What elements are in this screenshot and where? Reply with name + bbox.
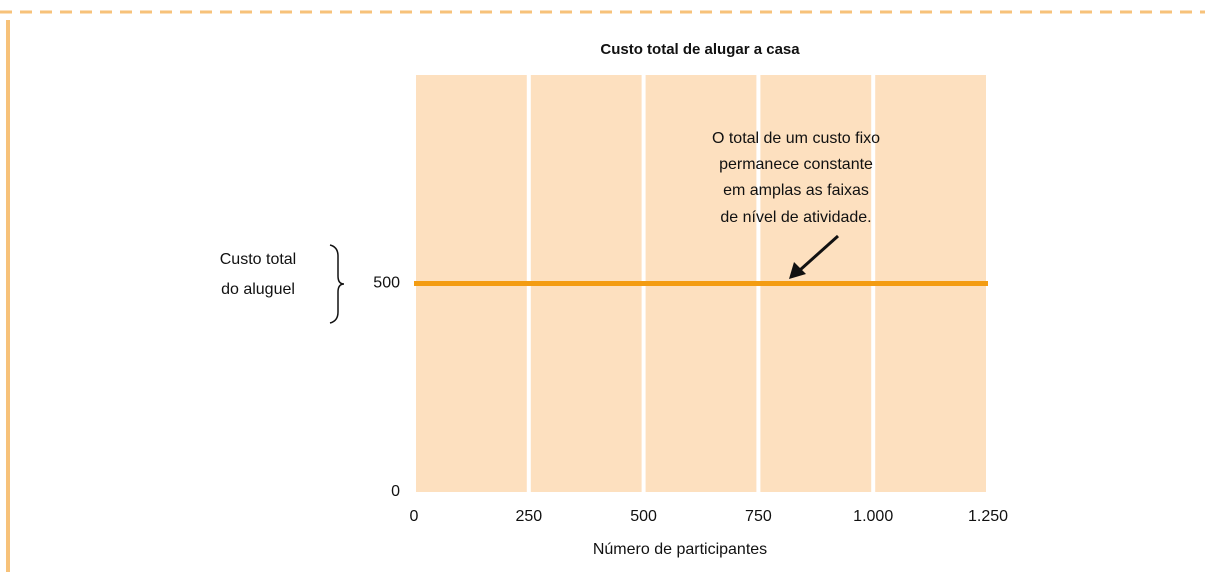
annotation: em amplas as faixas (723, 182, 869, 199)
x-tick-label: 500 (630, 508, 657, 525)
y-tick-label: 0 (391, 483, 400, 500)
x-tick-label: 750 (745, 508, 772, 525)
x-tick-label: 1.250 (968, 508, 1008, 525)
y-axis-label: do aluguel (221, 281, 295, 298)
annotation: de nível de atividade. (720, 209, 871, 226)
chart-title: Custo total de alugar a casa (600, 41, 800, 58)
x-axis-label: Número de participantes (593, 541, 767, 558)
x-tick-label: 1.000 (853, 508, 893, 525)
x-tick-label: 0 (410, 508, 419, 525)
y-tick-label: 500 (373, 275, 400, 292)
annotation: O total de um custo fixo (712, 130, 880, 147)
annotation-arrow (789, 234, 840, 279)
x-tick-label: 250 (515, 508, 542, 525)
plot-area (412, 75, 990, 492)
brace (329, 244, 345, 324)
y-axis-label: Custo total (220, 251, 296, 268)
annotation: permanece constante (719, 156, 873, 173)
